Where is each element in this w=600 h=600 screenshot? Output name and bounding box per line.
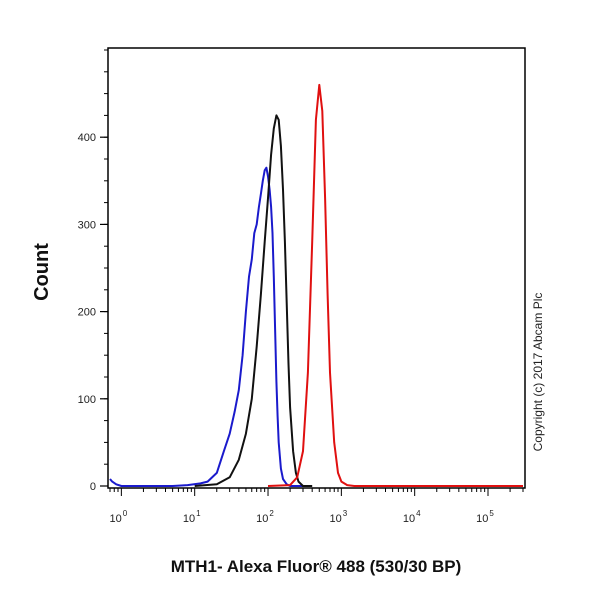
series-layer xyxy=(109,83,523,487)
y-tick-label: 200 xyxy=(78,307,96,319)
y-axis-ticks: 0 100 200 300 400 xyxy=(78,132,108,493)
x-axis-label: MTH1- Alexa Fluor® 488 (530/30 BP) xyxy=(171,557,462,576)
x-tick-label: 103 xyxy=(329,509,347,525)
series-line-2 xyxy=(194,114,313,487)
x-tick-label: 104 xyxy=(403,509,421,525)
y-tick-label: 100 xyxy=(78,394,96,406)
copyright-text: Copyright (c) 2017 Abcam Plc xyxy=(531,293,545,452)
y-axis-label: Count xyxy=(31,243,53,301)
x-tick-label: 105 xyxy=(476,509,494,525)
minor-ticks xyxy=(104,49,524,496)
x-tick-label: 100 xyxy=(110,509,128,525)
y-tick-label: 400 xyxy=(78,132,96,144)
series-line-3 xyxy=(267,83,523,487)
y-tick-label: 0 xyxy=(90,481,96,493)
series-line-1 xyxy=(109,166,303,487)
y-tick-label: 300 xyxy=(78,219,96,231)
x-tick-label: 102 xyxy=(256,509,274,525)
x-tick-label: 101 xyxy=(183,509,201,525)
x-axis-ticks: 100 101 102 103 104 105 xyxy=(110,509,495,525)
